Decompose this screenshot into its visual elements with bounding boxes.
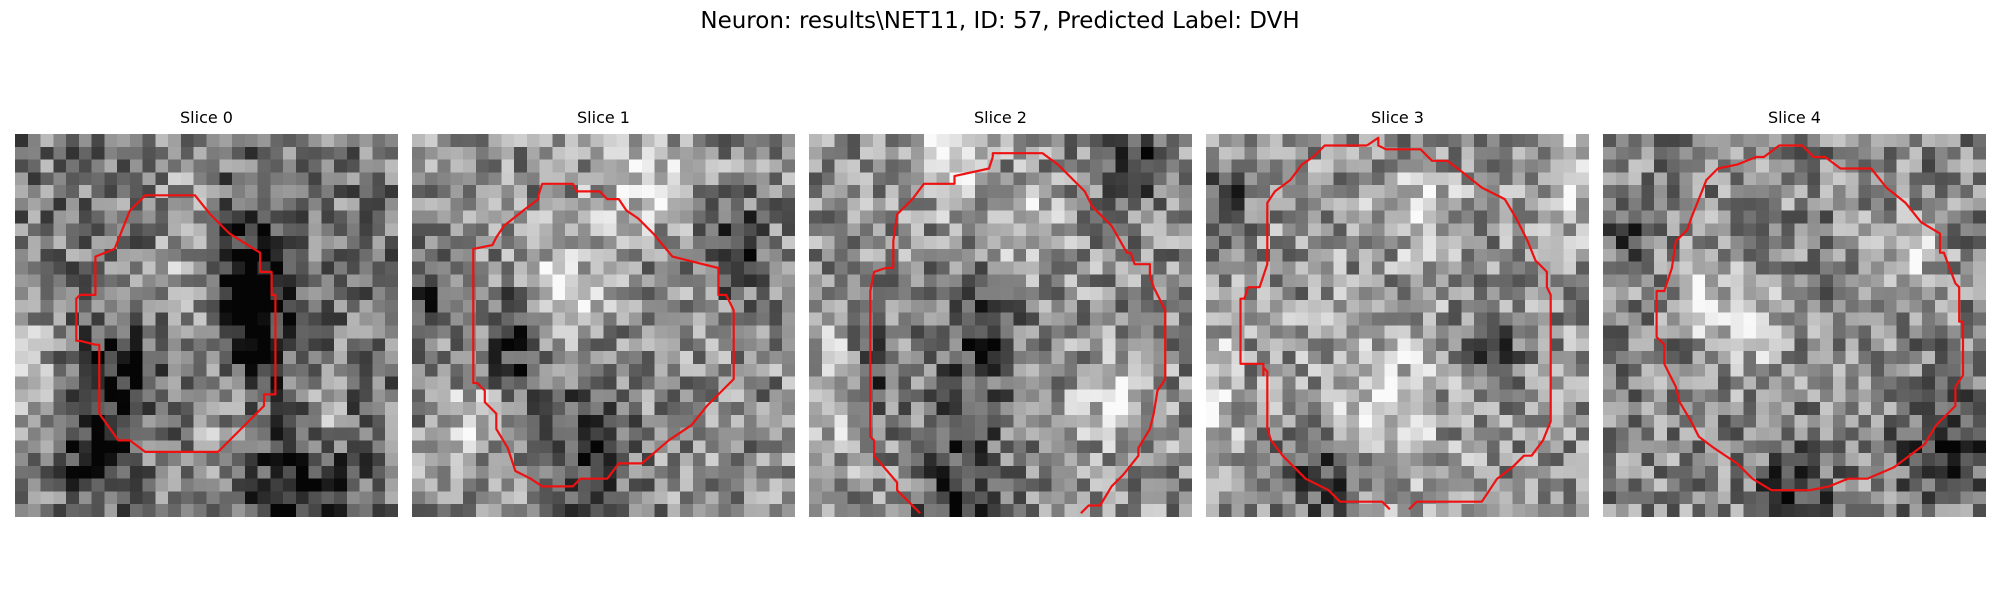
slice-title: Slice 1 [412,108,795,128]
slice-image [15,134,398,517]
micrograph-pixels [412,134,795,517]
slice-panel-1: Slice 1 [412,108,795,517]
slice-title: Slice 2 [809,108,1192,128]
slice-image [1603,134,1986,517]
slice-panel-2: Slice 2 [809,108,1192,517]
micrograph-pixels [1603,134,1986,517]
slice-title: Slice 4 [1603,108,1986,128]
micrograph-pixels [1206,134,1589,517]
figure-title: Neuron: results\NET11, ID: 57, Predicted… [0,6,2000,36]
slice-image [1206,134,1589,517]
slice-panel-4: Slice 4 [1603,108,1986,517]
slice-panel-0: Slice 0 [15,108,398,517]
slice-image [412,134,795,517]
slice-title: Slice 0 [15,108,398,128]
slice-panel-3: Slice 3 [1206,108,1589,517]
micrograph-pixels [15,134,398,517]
slice-image [809,134,1192,517]
slice-title: Slice 3 [1206,108,1589,128]
